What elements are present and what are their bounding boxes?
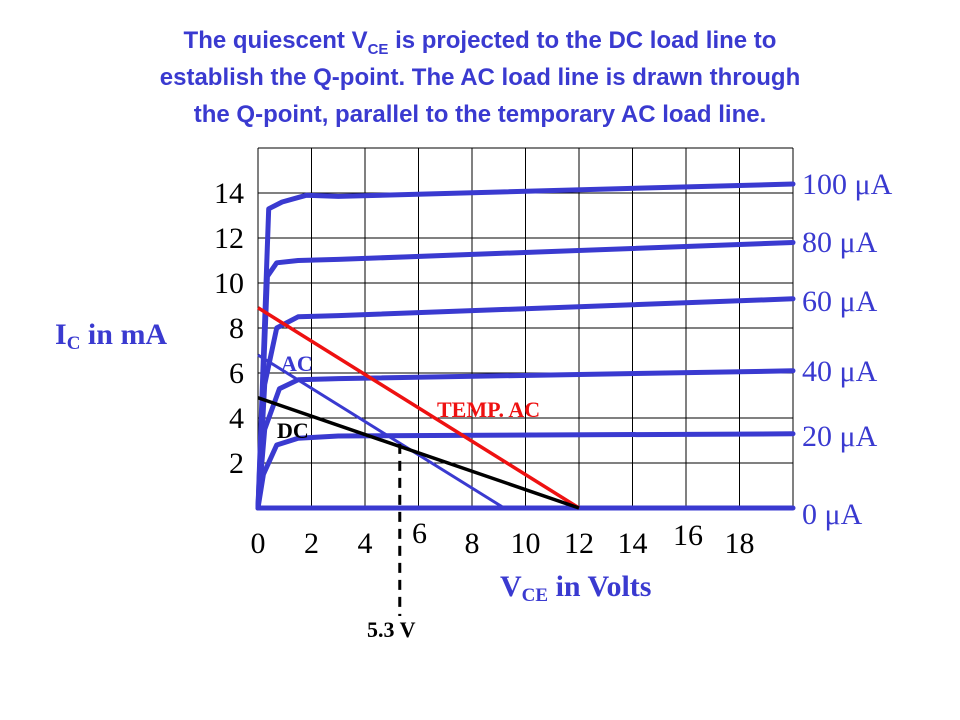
base-current-label: 60 μA (802, 285, 878, 318)
temp-ac-line-label: TEMP. AC (437, 397, 540, 422)
y-tick-label: 8 (229, 312, 244, 345)
quiescent-vce-label: 5.3 V (367, 617, 416, 642)
y-tick-label: 2 (229, 447, 244, 480)
x-tick-label: 4 (358, 527, 373, 560)
title-line-1: The quiescent VCE is projected to the DC… (183, 27, 777, 58)
x-tick-label: 10 (511, 527, 541, 560)
collector-curves (255, 181, 796, 511)
base-current-label: 40 μA (802, 355, 878, 388)
x-tick-label: 8 (465, 527, 480, 560)
x-tick-label: 16 (673, 519, 703, 552)
y-tick-label: 12 (214, 222, 244, 255)
dc-line-label: DC (277, 418, 309, 443)
ic-curve (255, 181, 796, 511)
y-tick-label: 14 (214, 177, 244, 210)
y-tick-label: 4 (229, 402, 244, 435)
x-tick-label: 6 (412, 517, 427, 550)
y-tick-label: 10 (214, 267, 244, 300)
dc-load-line (257, 396, 580, 510)
x-axis-title: VCE in Volts (500, 570, 651, 606)
x-tick-label: 0 (251, 527, 266, 560)
base-current-label: 100 μA (802, 168, 893, 201)
base-current-label: 80 μA (802, 226, 878, 259)
chart-labels: 0 2 4 6 8 10 12 14 16 18 2 4 6 8 10 12 14 0 μA 20 μA 40 μA 6… (55, 168, 893, 642)
y-axis-title: IC in mA (55, 318, 167, 354)
base-current-label: 20 μA (802, 420, 878, 453)
chart-grid (257, 147, 794, 509)
ac-line-label: AC (281, 351, 313, 376)
x-tick-label: 12 (564, 527, 594, 560)
title-line-2: establish the Q-point. The AC load line … (159, 64, 801, 91)
title-line-3: the Q-point, parallel to the temporary A… (193, 101, 767, 128)
x-tick-label: 2 (304, 527, 319, 560)
base-current-label: 0 μA (802, 498, 863, 531)
x-tick-label: 18 (725, 527, 755, 560)
temp-ac-load-line (257, 306, 580, 510)
x-tick-label: 14 (618, 527, 648, 560)
load-lines (257, 306, 580, 616)
slide-title: The quiescent VCE is projected to the DC… (40, 22, 920, 133)
y-tick-label: 6 (229, 357, 244, 390)
ac-load-line (257, 353, 505, 510)
